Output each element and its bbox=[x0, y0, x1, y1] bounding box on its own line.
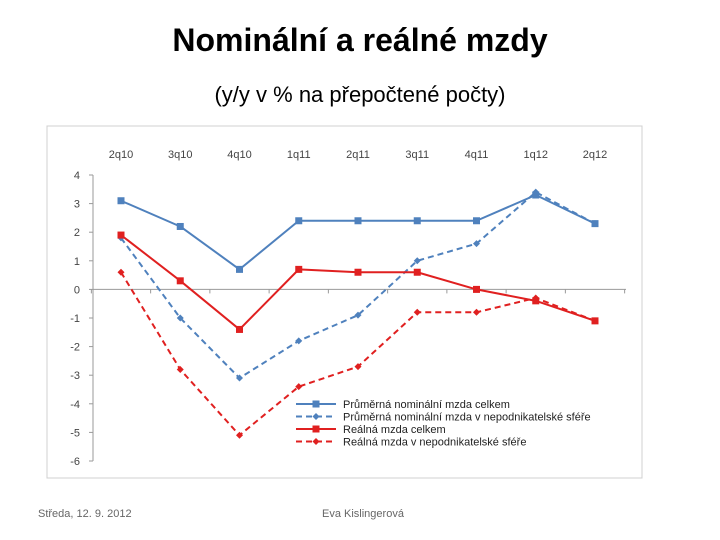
series-4-point bbox=[176, 365, 184, 373]
x-tick-label: 1q11 bbox=[287, 149, 311, 161]
footer-date: Středa, 12. 9. 2012 bbox=[38, 508, 132, 520]
series-1-point bbox=[176, 222, 184, 230]
series-4 bbox=[117, 268, 599, 439]
y-tick-label: 2 bbox=[74, 227, 80, 239]
legend-swatch-point bbox=[312, 438, 320, 445]
x-tick-label: 2q11 bbox=[346, 149, 370, 161]
y-tick-label: 0 bbox=[74, 284, 80, 296]
series-4-point bbox=[413, 308, 421, 316]
y-tick-label: -4 bbox=[70, 399, 80, 411]
series-3-point bbox=[176, 277, 184, 285]
y-tick-label: 4 bbox=[74, 170, 80, 182]
series-2-point bbox=[176, 314, 184, 322]
legend-label: Reálná mzda celkem bbox=[343, 424, 446, 436]
legend-swatch-point bbox=[312, 425, 320, 433]
x-tick-label: 2q12 bbox=[583, 149, 607, 161]
series-3-point bbox=[413, 268, 421, 276]
series-1-point bbox=[354, 217, 362, 225]
x-tick-label: 3q11 bbox=[405, 149, 429, 161]
series-2-point bbox=[591, 220, 599, 228]
y-tick-label: -3 bbox=[70, 370, 80, 382]
legend-swatch-point bbox=[312, 413, 320, 420]
series-4-point bbox=[354, 363, 362, 371]
chart-subtitle: (y/y v % na přepočtené počty) bbox=[214, 82, 506, 107]
chart-axes: 4 3 2 1 0 -1 -2 -3 -4 -5 -6 2q10 3q10 4q10 1q11 2q11 3q1… bbox=[70, 149, 626, 468]
series-2 bbox=[117, 188, 599, 382]
chart-frame bbox=[46, 125, 643, 479]
series-4-point bbox=[591, 317, 599, 325]
series-4-point bbox=[236, 431, 243, 439]
series-4-point bbox=[473, 308, 480, 316]
legend-entry: Reálná mzda celkem bbox=[296, 424, 446, 436]
footer-author: Eva Kislingerová bbox=[322, 508, 404, 520]
chart-title: Nominální a reálné mzdy bbox=[172, 22, 548, 58]
series-2-line bbox=[120, 191, 596, 380]
series-1-point bbox=[473, 217, 480, 225]
series-1-point bbox=[117, 197, 125, 205]
y-tick-label: -6 bbox=[70, 456, 80, 468]
series-4-point bbox=[532, 294, 540, 302]
series-1-point bbox=[413, 217, 421, 225]
series-3-point bbox=[117, 231, 125, 239]
series-3-point bbox=[473, 285, 480, 293]
series-2-point bbox=[413, 257, 421, 265]
series-4-point bbox=[117, 268, 125, 276]
series-3-point bbox=[236, 325, 243, 333]
x-tick-label: 4q11 bbox=[465, 149, 489, 161]
series-1-point bbox=[295, 217, 303, 225]
legend-entry: Reálná mzda v nepodnikatelské sféře bbox=[296, 437, 526, 449]
x-tick-label: 3q10 bbox=[168, 149, 192, 161]
series-2-point bbox=[295, 337, 303, 345]
series-2-point bbox=[532, 188, 540, 196]
series-1-point bbox=[236, 265, 243, 273]
chart-series-layer bbox=[117, 188, 599, 439]
series-3-point bbox=[354, 268, 362, 276]
y-tick-label: -5 bbox=[70, 427, 80, 439]
x-tick-label: 4q10 bbox=[227, 149, 251, 161]
legend-entry: Průměrná nominální mzda v nepodnikatelsk… bbox=[296, 412, 591, 424]
legend-label: Reálná mzda v nepodnikatelské sféře bbox=[343, 437, 526, 449]
legend-label: Průměrná nominální mzda celkem bbox=[343, 399, 510, 411]
series-2-point bbox=[354, 311, 362, 319]
x-tick-label: 1q12 bbox=[524, 149, 548, 161]
y-tick-label: -2 bbox=[70, 342, 80, 354]
series-3-point bbox=[295, 265, 303, 273]
y-tick-label: 1 bbox=[74, 256, 80, 268]
series-2-point bbox=[473, 240, 480, 248]
series-2-point bbox=[236, 374, 243, 382]
legend-label: Průměrná nominální mzda v nepodnikatelsk… bbox=[343, 412, 591, 424]
legend-swatch-point bbox=[312, 400, 320, 408]
legend-entry: Průměrná nominální mzda celkem bbox=[296, 399, 510, 411]
series-4-point bbox=[295, 383, 303, 391]
y-tick-label: -1 bbox=[70, 313, 80, 325]
y-tick-label: 3 bbox=[74, 199, 80, 211]
x-tick-label: 2q10 bbox=[109, 149, 133, 161]
